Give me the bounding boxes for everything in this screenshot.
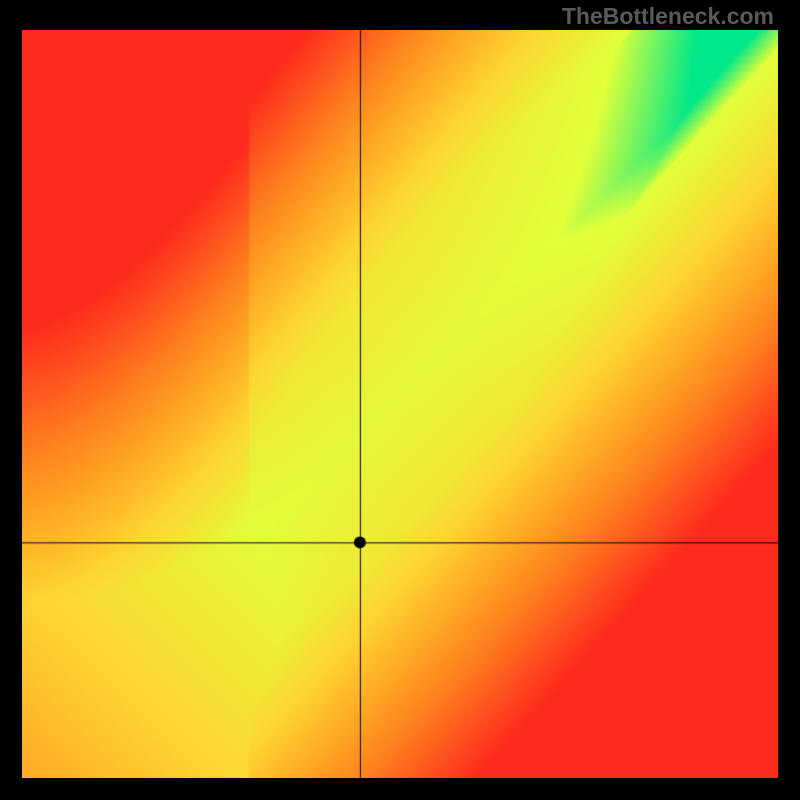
heatmap-plot	[22, 30, 778, 778]
watermark-text: TheBottleneck.com	[562, 3, 774, 30]
